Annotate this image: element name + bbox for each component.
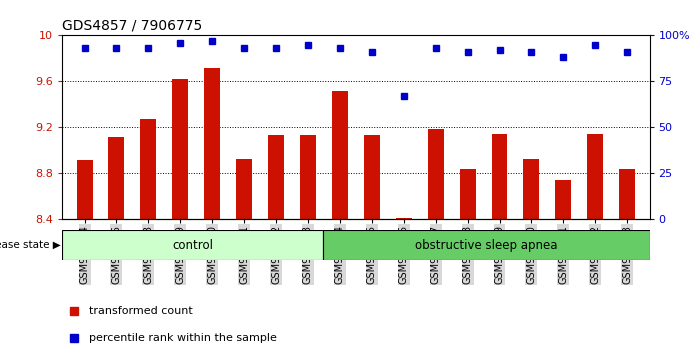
Text: obstructive sleep apnea: obstructive sleep apnea [415, 239, 558, 252]
Bar [428, 129, 444, 219]
Bar [140, 119, 156, 219]
Bar [396, 218, 412, 219]
Bar [172, 79, 188, 219]
Bar [364, 136, 380, 219]
Bar [77, 160, 93, 219]
Bar [62, 230, 323, 260]
Bar [524, 159, 540, 219]
Bar [491, 134, 507, 219]
Bar [556, 180, 571, 219]
Bar [205, 68, 220, 219]
Text: GDS4857 / 7906775: GDS4857 / 7906775 [62, 19, 202, 33]
Text: percentile rank within the sample: percentile rank within the sample [88, 333, 276, 343]
Text: transformed count: transformed count [88, 306, 192, 316]
Bar [236, 159, 252, 219]
Bar [300, 136, 316, 219]
Bar [108, 137, 124, 219]
Bar [268, 136, 284, 219]
Bar [323, 230, 650, 260]
Text: disease state ▶: disease state ▶ [0, 240, 61, 250]
Bar [587, 134, 603, 219]
Bar [332, 91, 348, 219]
Bar [619, 169, 635, 219]
Text: control: control [172, 239, 214, 252]
Bar [460, 169, 475, 219]
